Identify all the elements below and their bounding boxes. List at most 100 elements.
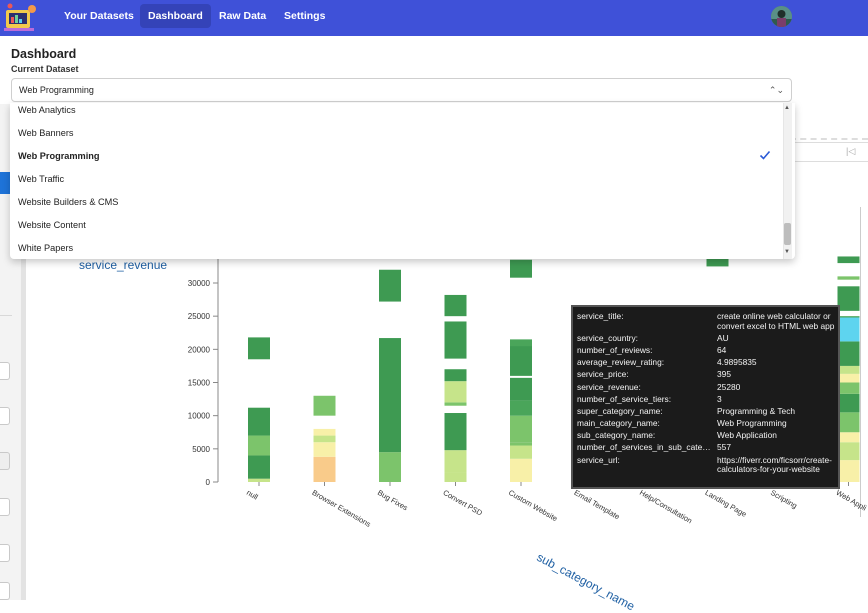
- x-tick-label: Browser Extensions: [311, 488, 373, 529]
- bar-segment[interactable]: [510, 346, 532, 376]
- tooltip-row: number_of_reviews:64: [577, 346, 834, 356]
- y-tick-label: 5000: [192, 445, 210, 454]
- y-axis-title: service_revenue: [79, 258, 167, 272]
- bar-segment[interactable]: [248, 479, 270, 482]
- bar-segment[interactable]: [510, 400, 532, 415]
- bar-segment[interactable]: [314, 442, 336, 457]
- bar-segment[interactable]: [445, 413, 467, 450]
- bar-segment[interactable]: [314, 457, 336, 482]
- tooltip-key: service_revenue:: [577, 383, 717, 393]
- scroll-down-icon[interactable]: ▼: [784, 249, 790, 255]
- bar-segment[interactable]: [510, 442, 532, 445]
- x-tick-label: Bug Fixes: [376, 488, 410, 513]
- bar-segment[interactable]: [510, 260, 532, 278]
- dropdown-option[interactable]: Web Banners: [18, 128, 74, 138]
- tooltip-value: 3: [717, 395, 837, 405]
- tooltip-row: main_category_name:Web Programming: [577, 419, 834, 429]
- bar-segment[interactable]: [838, 394, 860, 413]
- y-tick-label: 0: [206, 478, 211, 487]
- bar-segment[interactable]: [838, 366, 860, 374]
- bar-segment[interactable]: [838, 286, 860, 311]
- tooltip-value: 25280: [717, 383, 837, 393]
- bar-segment[interactable]: [379, 338, 401, 452]
- dropdown-option[interactable]: Web Traffic: [18, 174, 64, 184]
- bar-segment[interactable]: [510, 459, 532, 482]
- bar-segment[interactable]: [248, 408, 270, 436]
- bar-segment[interactable]: [445, 402, 467, 405]
- tooltip-key: service_title:: [577, 312, 717, 331]
- bar-segment[interactable]: [510, 446, 532, 459]
- bar-segment[interactable]: [248, 337, 270, 359]
- tooltip-value: Web Application: [717, 431, 837, 441]
- bar-segment[interactable]: [379, 452, 401, 482]
- bar-segment[interactable]: [838, 276, 860, 279]
- x-tick-label: null: [245, 488, 260, 502]
- tooltip-row: number_of_services_in_sub_cate…557: [577, 443, 834, 453]
- bar-segment[interactable]: [314, 429, 336, 436]
- tooltip-value: create online web calculator or convert …: [717, 312, 837, 331]
- bar-segment[interactable]: [838, 256, 860, 263]
- checkmark-icon: [759, 149, 771, 161]
- scroll-up-icon[interactable]: ▲: [784, 105, 790, 111]
- tooltip-row: service_price:395: [577, 370, 834, 380]
- bar-segment[interactable]: [445, 321, 467, 358]
- bar-segment[interactable]: [379, 270, 401, 302]
- tooltip-key: number_of_reviews:: [577, 346, 717, 356]
- tooltip-value: Web Programming: [717, 419, 837, 429]
- tooltip-key: service_country:: [577, 334, 717, 344]
- bar-segment[interactable]: [314, 436, 336, 443]
- x-tick-label: Help/Consultation: [638, 488, 694, 525]
- bar-segment[interactable]: [248, 455, 270, 478]
- tooltip-row: service_title:create online web calculat…: [577, 312, 834, 331]
- y-tick-label: 10000: [188, 412, 211, 421]
- dropdown-option[interactable]: Website Builders & CMS: [18, 197, 118, 207]
- bar-segment[interactable]: [445, 295, 467, 316]
- bar-segment[interactable]: [838, 317, 860, 341]
- bar-segment[interactable]: [838, 374, 860, 383]
- dataset-dropdown-list[interactable]: Web Analytics Web Banners Web Programmin…: [10, 103, 795, 259]
- tooltip-row: average_review_rating:4.9895835: [577, 358, 834, 368]
- tooltip-row: number_of_service_tiers:3: [577, 395, 834, 405]
- y-tick-label: 20000: [188, 345, 211, 354]
- bar-segment[interactable]: [838, 383, 860, 394]
- tooltip-value: 395: [717, 370, 837, 380]
- bar-segment[interactable]: [838, 316, 860, 317]
- bar-segment[interactable]: [510, 378, 532, 401]
- bar-segment[interactable]: [510, 416, 532, 443]
- tooltip-value: AU: [717, 334, 837, 344]
- tooltip-row: service_revenue:25280: [577, 383, 834, 393]
- bar-segment[interactable]: [445, 369, 467, 381]
- bar-segment[interactable]: [838, 412, 860, 432]
- tooltip-key: average_review_rating:: [577, 358, 717, 368]
- tooltip-key: main_category_name:: [577, 419, 717, 429]
- bar-segment[interactable]: [838, 432, 860, 442]
- bar-segment[interactable]: [838, 460, 860, 482]
- y-tick-label: 15000: [188, 379, 211, 388]
- dropdown-option-selected[interactable]: Web Programming: [18, 151, 100, 161]
- x-tick-label: Web Appli: [835, 488, 868, 513]
- x-tick-label: Email Template: [573, 488, 622, 521]
- dropdown-option[interactable]: Website Content: [18, 220, 86, 230]
- tooltip-value: https://fiverr.com/ficsorr/create-calcul…: [717, 456, 837, 475]
- bar-segment[interactable]: [838, 341, 860, 366]
- bar-segment[interactable]: [445, 381, 467, 402]
- dropdown-option[interactable]: White Papers: [18, 243, 73, 253]
- bar-segment[interactable]: [838, 442, 860, 460]
- bar-segment[interactable]: [248, 436, 270, 456]
- bar-segment[interactable]: [445, 450, 467, 472]
- y-tick-label: 30000: [188, 279, 211, 288]
- bar-segment[interactable]: [314, 396, 336, 416]
- tooltip-key: service_url:: [577, 456, 717, 475]
- x-tick-label: Custom Website: [507, 488, 559, 523]
- tooltip-value: 64: [717, 346, 837, 356]
- tooltip-key: number_of_services_in_sub_cate…: [577, 443, 717, 453]
- bar-segment[interactable]: [445, 472, 467, 482]
- dropdown-scroll-thumb[interactable]: [784, 223, 791, 245]
- tooltip-row: sub_category_name:Web Application: [577, 431, 834, 441]
- tooltip-value: 4.9895835: [717, 358, 837, 368]
- tooltip-key: sub_category_name:: [577, 431, 717, 441]
- dropdown-option[interactable]: Web Analytics: [18, 105, 76, 115]
- bar-segment[interactable]: [510, 339, 532, 346]
